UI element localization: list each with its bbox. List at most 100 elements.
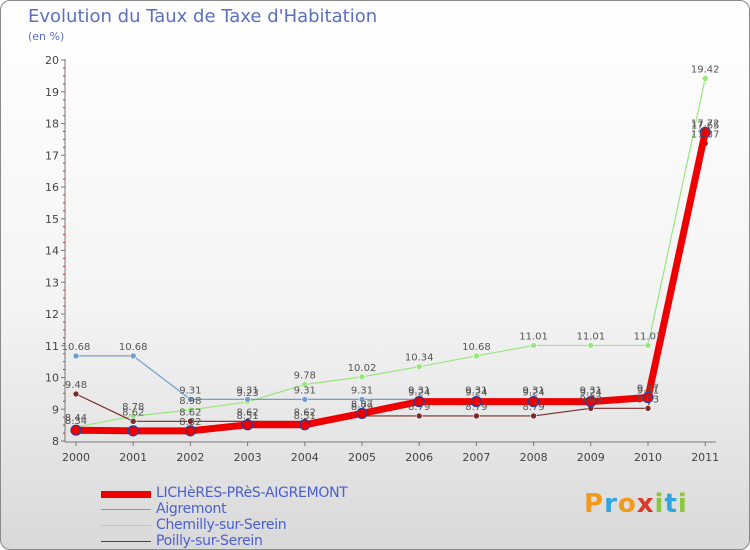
series-chemilly-data-label: 11.01 (576, 331, 605, 342)
series-licheres-data-label: 8.32 (179, 417, 201, 428)
x-tick-label: 2002 (176, 451, 204, 464)
y-tick-label: 12 (45, 308, 59, 321)
series-aigremont-point (129, 352, 137, 360)
series-chemilly-line (75, 77, 706, 428)
series-aigremont-data-label: 9.31 (408, 385, 430, 396)
series-chemilly-data-label: 11.01 (519, 331, 548, 342)
x-tick-label: 2010 (634, 451, 662, 464)
series-licheres-data-label: 9.24 (580, 388, 602, 399)
y-tick-label: 20 (45, 54, 59, 67)
series-licheres-point (413, 396, 425, 408)
series-licheres-point (127, 425, 139, 437)
line-chart: 8 9 10 11 12 13 14 15 16 17 18 19 20 2000 2001 2002 2003… (45, 54, 720, 464)
series-licheres-point (585, 396, 597, 408)
y-tick-label: 14 (45, 245, 59, 258)
series-licheres-data-label: 8.34 (65, 416, 87, 427)
proxiti-logo: Proxiti (584, 489, 688, 519)
legend-label-licheres: LICHèRES-PRèS-AIGREMONT (156, 485, 348, 501)
y-tick-label: 13 (45, 276, 59, 289)
series-aigremont-data-label: 10.68 (119, 342, 148, 353)
series-chemilly-data-label: 9.78 (294, 370, 316, 381)
legend-swatch-licheres (101, 491, 151, 498)
series-licheres-data-label: 8.51 (236, 411, 258, 422)
series-poilly-data-label: 8.79 (408, 402, 430, 413)
series-poilly-data-label: 8.62 (294, 407, 316, 418)
series-aigremont-data-label: 9.31 (522, 385, 544, 396)
series-poilly-point (187, 418, 194, 425)
series-aigremont-line (75, 134, 706, 401)
series-aigremont-data-label: 9.31 (637, 385, 659, 396)
series-chemilly-data-label: 10.02 (348, 363, 377, 374)
series-chemilly-data-label: 8.78 (122, 402, 144, 413)
series-aigremont-data-label: 17.65 (691, 121, 720, 132)
x-tick-label: 2004 (291, 451, 319, 464)
series-aigremont-data-label: 10.68 (62, 342, 91, 353)
series-chemilly-point (587, 342, 595, 349)
series-aigremont-point (358, 396, 366, 403)
series-chemilly-point (187, 406, 194, 414)
y-tick-label: 15 (45, 213, 59, 226)
series-licheres-point (356, 407, 368, 419)
x-tick-label: 2006 (405, 451, 433, 464)
series-licheres-point (184, 425, 196, 437)
series-poilly-line (75, 142, 706, 422)
legend-label-poilly: Poilly-sur-Serein (156, 533, 263, 549)
x-tick-label: 2007 (462, 451, 490, 464)
series-aigremont-data-label: 9.31 (236, 385, 258, 396)
x-tick-label: 2003 (234, 451, 262, 464)
series-aigremont-data-label: 9.31 (351, 385, 373, 396)
y-tick-label: 9 (52, 403, 59, 416)
series-poilly-data-label: 9.03 (580, 394, 602, 405)
legend-swatch-chemilly (101, 525, 151, 526)
series-aigremont-point (187, 396, 194, 403)
legend-label-chemilly: Chemilly-sur-Serein (156, 517, 287, 533)
series-poilly-data-label: 8.62 (236, 407, 258, 418)
y-tick-label: 18 (45, 118, 59, 131)
y-tick-label: 8 (52, 435, 59, 448)
series-licheres-data-label: 17.72 (691, 118, 720, 129)
series-poilly-point (129, 418, 137, 425)
y-tick-label: 16 (45, 181, 59, 194)
series-licheres-point (527, 396, 540, 408)
series-licheres-data-label: 8.87 (351, 399, 373, 410)
chart-title: Evolution du Taux de Taxe d'Habitation (28, 6, 378, 27)
x-tick-label: 2000 (62, 451, 90, 464)
series-chemilly-data-label: 11.01 (634, 331, 663, 342)
series-chemilly-data-label: 10.34 (405, 353, 434, 364)
series-poilly-point (473, 412, 480, 420)
series-licheres-point (70, 424, 82, 436)
series-poilly-data-label: 8.79 (522, 402, 544, 413)
series-poilly-point (530, 412, 537, 420)
series-chemilly-point (358, 373, 366, 381)
series-licheres-point (470, 396, 482, 408)
series-chemilly-data-label: 8.98 (179, 396, 201, 407)
series-licheres-point (242, 419, 254, 431)
series-aigremont-point (244, 396, 251, 403)
series-aigremont-data-label: 9.31 (179, 385, 201, 396)
series-chemilly-point (701, 75, 709, 82)
series-licheres-point (642, 391, 654, 404)
series-chemilly-data-label: 19.42 (691, 64, 720, 75)
series-chemilly-data-label: 8.44 (65, 413, 87, 424)
series-poilly-point (415, 412, 423, 420)
series-licheres-point (699, 126, 711, 138)
series-poilly-data-label: 8.79 (465, 402, 487, 413)
legend-swatch-aigremont (101, 509, 151, 510)
series-poilly-data-label: 9.03 (637, 394, 659, 405)
legend-swatch-poilly (101, 541, 151, 542)
series-chemilly-point (473, 352, 480, 360)
series-poilly-point (644, 404, 652, 412)
series-licheres-data-label: 9.37 (637, 384, 659, 395)
series-licheres-data-label: 9.24 (408, 388, 430, 399)
series-poilly-data-label: 8.62 (179, 407, 201, 418)
y-tick-label: 17 (45, 149, 59, 162)
series-poilly-data-label: 17.37 (691, 130, 720, 141)
series-chemilly-point (530, 342, 537, 349)
x-tick-label: 2001 (119, 451, 147, 464)
legend-label-aigremont: Aigremont (156, 501, 227, 517)
series-poilly-data-label: 9.48 (65, 380, 87, 391)
series-licheres-data-label: 8.51 (294, 411, 316, 422)
x-tick-label: 2008 (520, 451, 548, 464)
series-poilly-data-label: 8.62 (122, 407, 144, 418)
